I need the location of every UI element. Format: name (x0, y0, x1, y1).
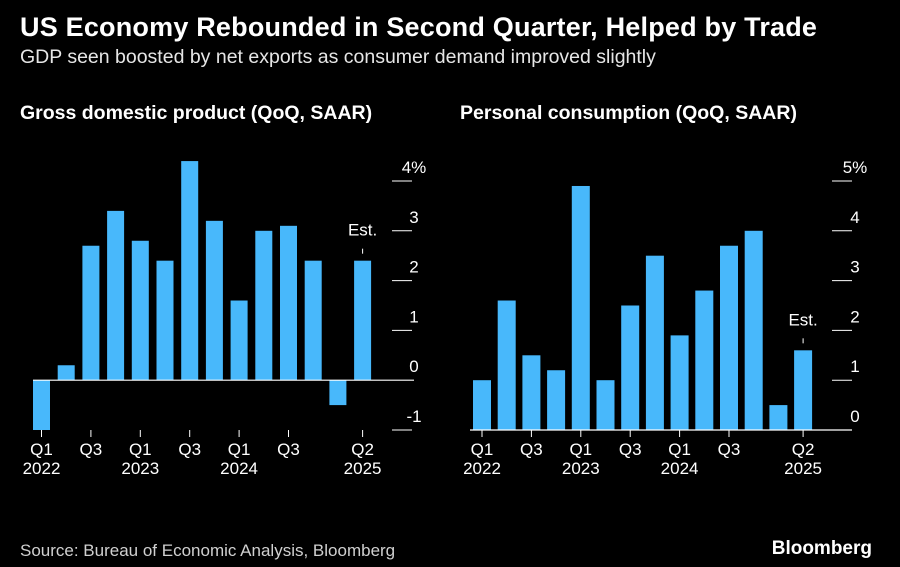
consumption-bar (596, 380, 615, 430)
consumption-bar (720, 245, 738, 430)
gdp-bar (304, 260, 322, 381)
consumption-bar (645, 255, 664, 430)
consumption-x-tick-label: Q3 (619, 440, 642, 459)
gdp-x-year-label: 2025 (344, 459, 382, 478)
consumption-bar (744, 230, 763, 430)
gdp-x-year-label: 2023 (121, 459, 159, 478)
gdp-bar (255, 230, 273, 381)
consumption-bar (670, 335, 689, 430)
gdp-bar (205, 220, 223, 381)
gdp-x-tick-label: Q3 (80, 440, 103, 459)
consumption-bar (571, 185, 590, 430)
bloomberg-logo: Bloomberg (771, 538, 872, 559)
gdp-x-year-label: 2024 (220, 459, 258, 478)
gdp-x-tick-label: Q3 (277, 440, 300, 459)
gdp-bar (230, 300, 248, 381)
consumption-y-tick-label: 5% (843, 158, 868, 177)
consumption-x-year-label: 2025 (784, 459, 822, 478)
consumption-x-tick-label: Q3 (718, 440, 741, 459)
consumption-bar (473, 380, 491, 430)
consumption-bar (621, 305, 640, 430)
gdp-bar (57, 365, 75, 381)
chart-title: US Economy Rebounded in Second Quarter, … (20, 12, 818, 42)
consumption-y-tick-label: 1 (850, 357, 859, 376)
gdp-x-tick-label: Q3 (178, 440, 201, 459)
gdp-x-tick-label: Q1 (30, 440, 53, 459)
gdp-y-tick-label: 1 (409, 307, 418, 326)
gdp-x-tick-label: Q2 (351, 440, 374, 459)
gdp-x-year-label: 2022 (23, 459, 61, 478)
chart-subtitle: GDP seen boosted by net exports as consu… (20, 46, 656, 68)
consumption-x-tick-label: Q1 (668, 440, 691, 459)
consumption-y-tick-label: 4 (850, 208, 859, 227)
gdp-x-tick-label: Q1 (228, 440, 251, 459)
gdp-y-tick-label: 4% (402, 158, 427, 177)
gdp-bar (107, 210, 125, 381)
consumption-bar (522, 355, 541, 430)
consumption-y-tick-label: 2 (850, 307, 859, 326)
consumption-y-tick-label: 3 (850, 258, 859, 277)
consumption-bar (497, 300, 516, 430)
gdp-bar (33, 380, 50, 430)
gdp-y-tick-label: 3 (409, 208, 418, 227)
consumption-x-year-label: 2024 (661, 459, 699, 478)
gdp-y-tick-label: -1 (406, 407, 421, 426)
consumption-y-tick-label: 0 (850, 407, 859, 426)
consumption-x-year-label: 2023 (562, 459, 600, 478)
consumption-bar (695, 290, 714, 430)
gdp-y-tick-label: 2 (409, 258, 418, 277)
consumption-x-tick-label: Q3 (520, 440, 543, 459)
gdp-bar (329, 380, 347, 406)
consumption-bar (794, 350, 813, 430)
gdp-bar (280, 225, 297, 381)
source-note: Source: Bureau of Economic Analysis, Blo… (20, 541, 396, 560)
consumption-chart-title: Personal consumption (QoQ, SAAR) (460, 102, 797, 124)
consumption-x-tick-label: Q1 (569, 440, 592, 459)
consumption-annotation: Est. (788, 310, 817, 329)
gdp-annotation: Est. (348, 221, 377, 240)
gdp-y-tick-label: 0 (409, 357, 418, 376)
consumption-bar (547, 370, 566, 430)
consumption-x-tick-label: Q2 (792, 440, 815, 459)
gdp-bar (156, 260, 174, 381)
gdp-chart-title: Gross domestic product (QoQ, SAAR) (20, 102, 373, 124)
gdp-x-tick-label: Q1 (129, 440, 152, 459)
gdp-bar (354, 260, 372, 381)
gdp-bar (181, 161, 199, 381)
consumption-x-tick-label: Q1 (471, 440, 494, 459)
gdp-bar (131, 240, 149, 381)
consumption-bar (769, 405, 788, 430)
gdp-bar (82, 245, 100, 381)
consumption-x-year-label: 2022 (463, 459, 501, 478)
